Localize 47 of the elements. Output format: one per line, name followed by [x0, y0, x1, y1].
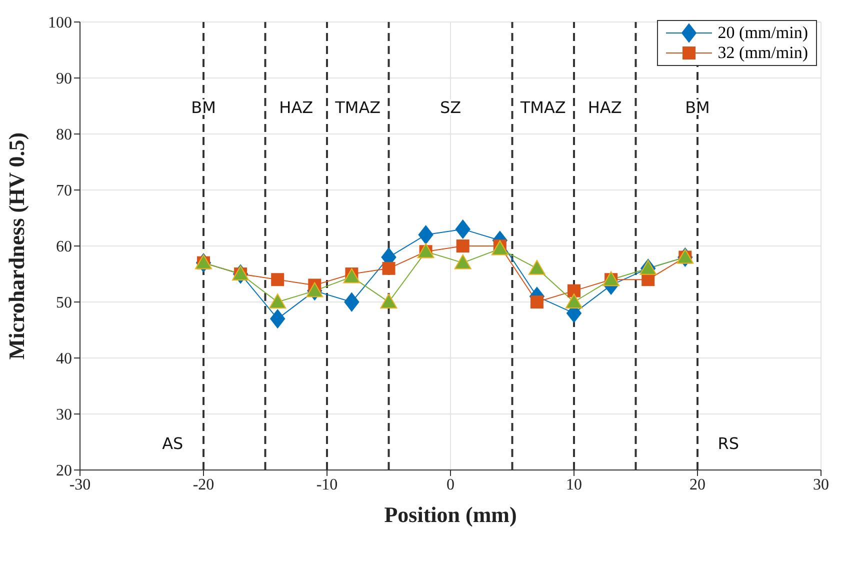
- annotation: BM: [685, 98, 710, 117]
- point: [454, 254, 472, 270]
- x-tick-label: -30: [69, 476, 91, 494]
- point: [491, 240, 508, 256]
- point: [271, 273, 284, 286]
- x-tick-label: 20: [690, 476, 706, 494]
- y-tick-label: 80: [56, 126, 72, 144]
- y-tick-label: 40: [56, 350, 72, 368]
- x-axis-title: Position (mm): [384, 502, 517, 527]
- annotation: RS: [718, 434, 740, 453]
- y-tick-label: 60: [56, 238, 72, 256]
- y-tick-label: 30: [56, 406, 72, 424]
- x-tick-label: -20: [192, 476, 214, 494]
- y-tick-label: 70: [56, 182, 72, 200]
- x-tick-label: 0: [446, 476, 454, 494]
- y-tick-label: 100: [48, 14, 72, 32]
- legend-label: 32 (mm/min): [718, 43, 808, 63]
- annotation: SZ: [440, 98, 462, 117]
- x-tick-label: -10: [316, 476, 338, 494]
- annotation: BM: [191, 98, 216, 117]
- x-tick-label: 10: [566, 476, 582, 494]
- y-tick-label: 50: [56, 294, 72, 312]
- annotation: HAZ: [588, 98, 622, 117]
- point: [566, 294, 582, 308]
- point: [270, 309, 286, 328]
- point: [380, 294, 398, 308]
- point: [456, 240, 470, 252]
- annotation: HAZ: [279, 98, 314, 117]
- point: [343, 268, 360, 284]
- point: [269, 294, 286, 308]
- point: [382, 262, 396, 275]
- point: [418, 225, 434, 244]
- y-tick-label: 90: [56, 70, 72, 88]
- annotation: TMAZ: [334, 98, 381, 117]
- annotation: TMAZ: [519, 98, 566, 117]
- annotation: AS: [162, 434, 184, 453]
- point: [640, 260, 657, 275]
- point: [568, 284, 580, 298]
- y-tick-label: 20: [56, 462, 72, 480]
- y-axis-title: Microhardness (HV 0.5): [4, 132, 29, 360]
- point: [344, 292, 360, 312]
- point: [455, 220, 470, 239]
- point: [530, 296, 544, 308]
- point: [306, 282, 324, 298]
- legend-label: 20 (mm/min): [718, 23, 808, 43]
- x-tick-label: 30: [813, 476, 829, 494]
- point: [528, 260, 546, 275]
